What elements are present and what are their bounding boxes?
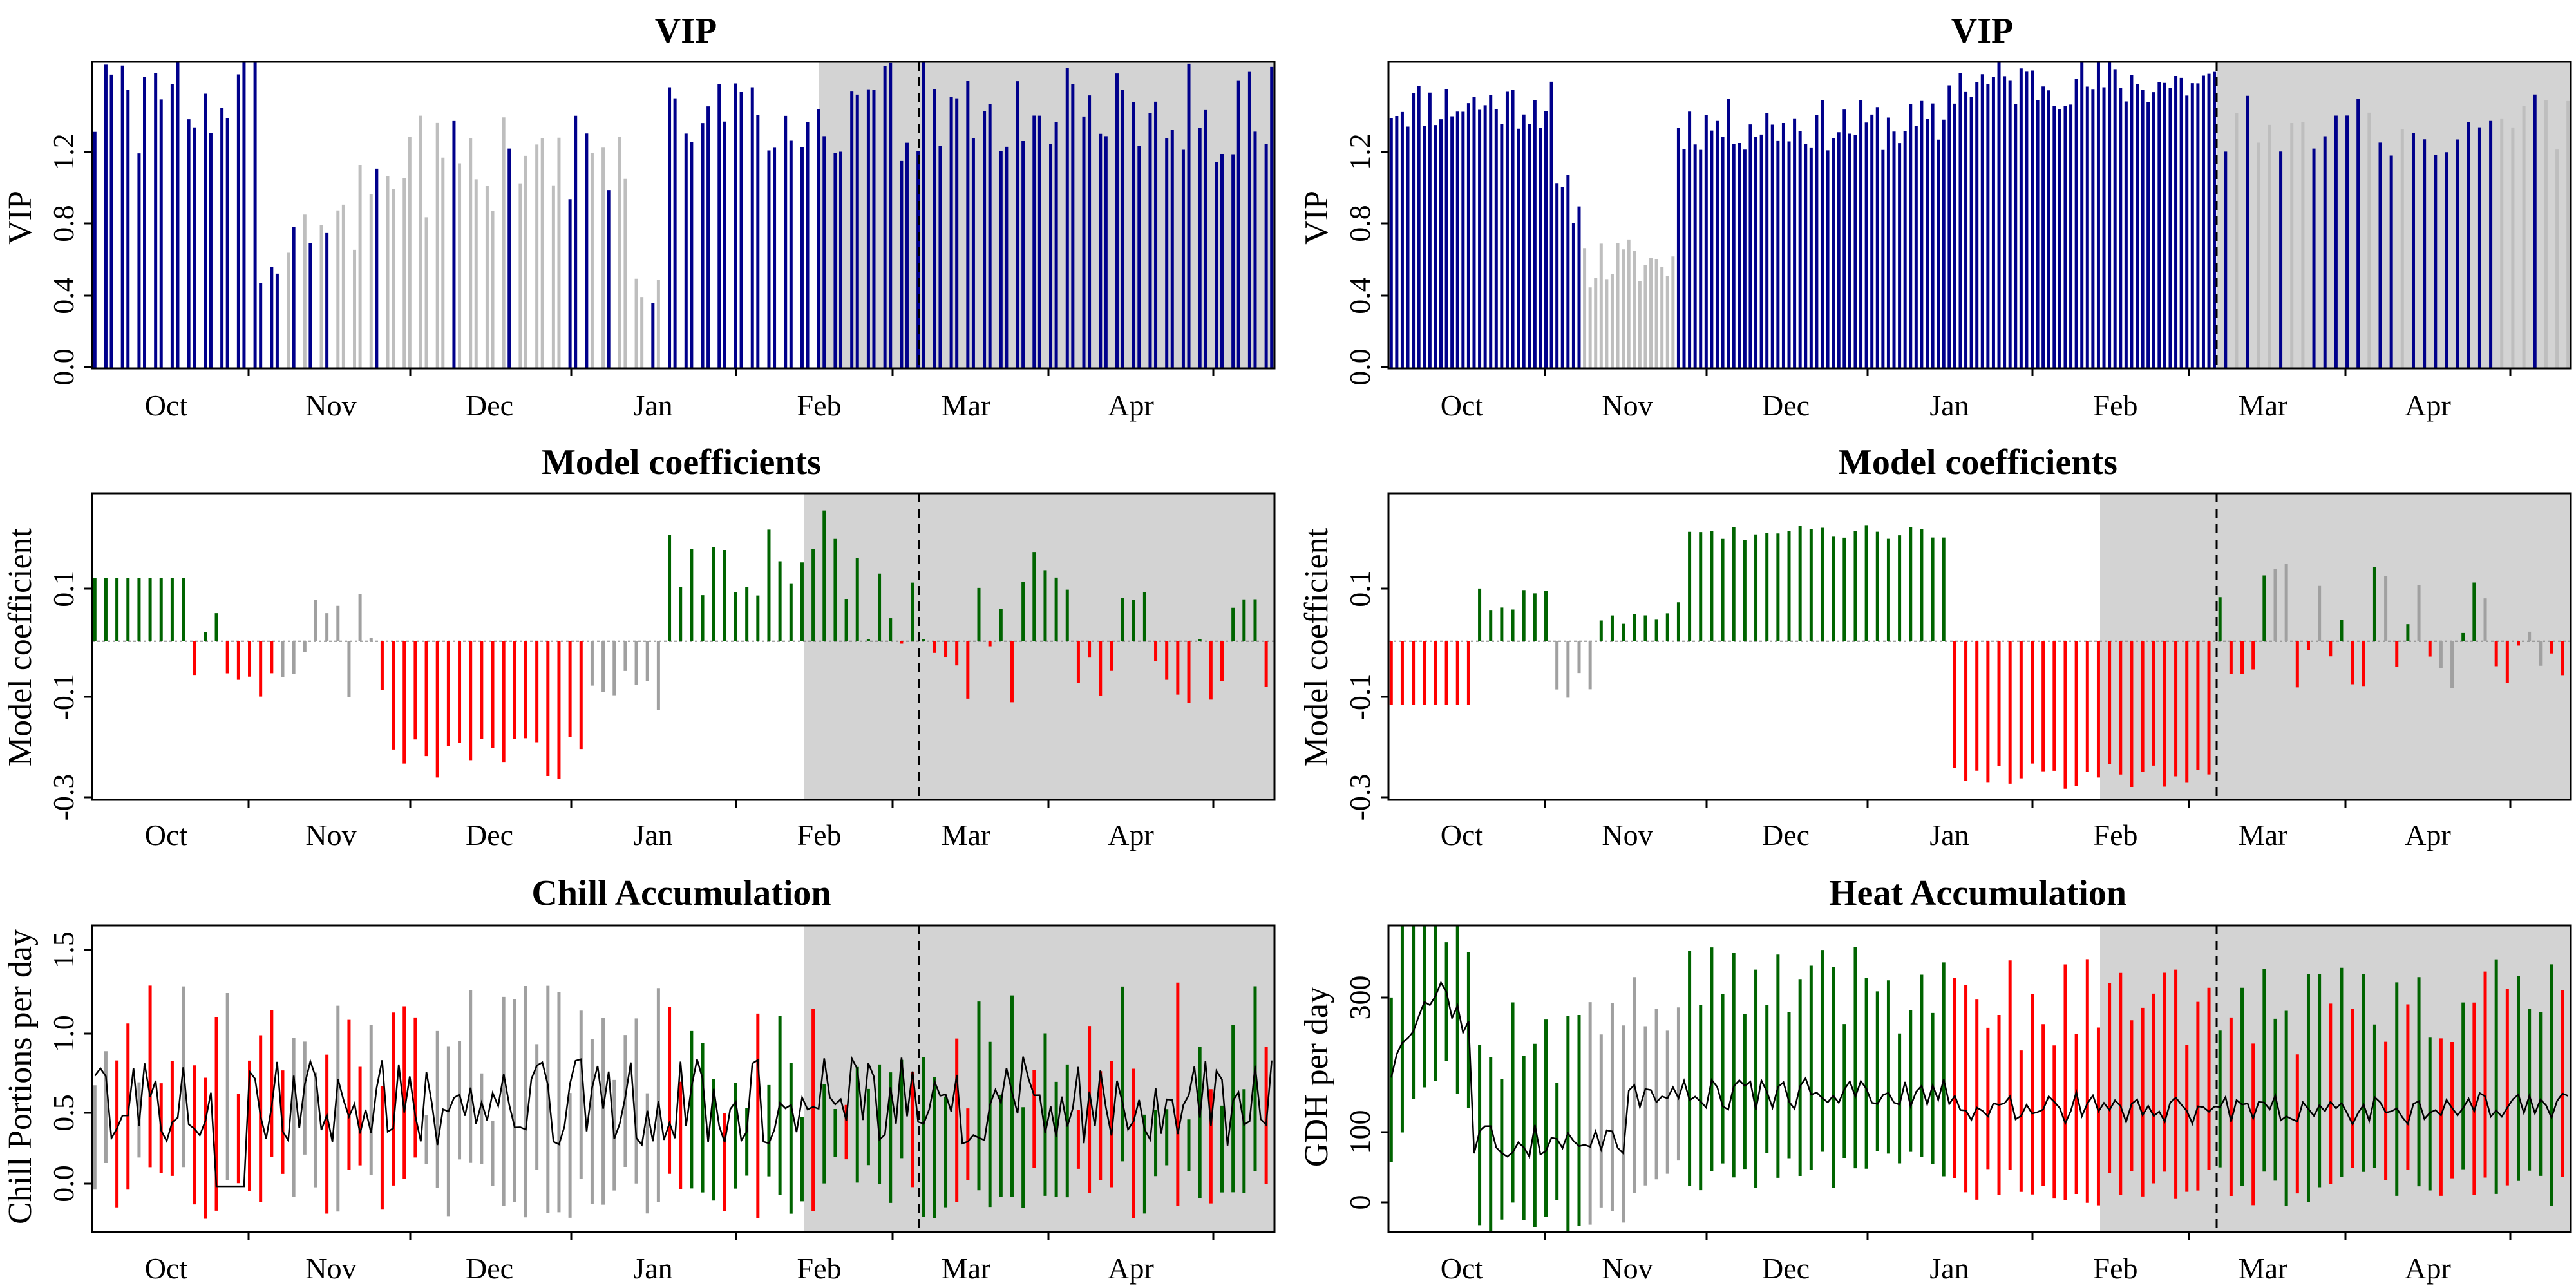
month-label: Apr <box>2405 819 2451 851</box>
y-tick-label: 0.8 <box>1343 205 1376 242</box>
y-axis-label: Model coefficient <box>2 527 39 766</box>
month-label: Apr <box>1108 389 1154 422</box>
panel-title: Chill Accumulation <box>531 873 831 913</box>
mean-line <box>1390 980 2569 1159</box>
month-label: Nov <box>1602 389 1653 422</box>
month-label: Mar <box>2239 819 2288 851</box>
y-axis-label: VIP <box>2 191 39 245</box>
month-label: Dec <box>466 389 513 422</box>
month-label: Jan <box>1929 389 1969 422</box>
month-label: Feb <box>2094 819 2138 851</box>
panel-left-coefficients: Model coefficients Model coefficient Oct… <box>2 442 1276 851</box>
y-tick-label: 1.0 <box>47 1015 80 1052</box>
y-tick-label: 0.5 <box>47 1094 80 1132</box>
y-tick-label: 0 <box>1343 1195 1376 1210</box>
panel-chill-accumulation: Chill Accumulation Chill Portions per da… <box>2 873 1276 1285</box>
plot-frame <box>1387 61 2572 370</box>
plot-frame <box>91 924 1276 1233</box>
month-label: Mar <box>942 389 991 422</box>
y-tick-label: 0.1 <box>47 570 80 607</box>
month-label: Apr <box>2405 389 2451 422</box>
month-label: Feb <box>797 389 842 422</box>
month-label: Dec <box>1762 1252 1810 1285</box>
y-axis-label: Chill Portions per day <box>2 929 39 1224</box>
shaded-period <box>2100 493 2571 800</box>
month-label: Mar <box>942 1252 991 1285</box>
y-tick-label: 0.8 <box>47 205 80 242</box>
y-axis-label: VIP <box>1298 191 1335 245</box>
panel-title: VIP <box>655 11 717 51</box>
month-label: Mar <box>942 819 991 851</box>
month-label: Nov <box>305 819 356 851</box>
y-tick-label: -0.3 <box>1343 774 1376 821</box>
month-label: Mar <box>2239 389 2288 422</box>
month-label: Jan <box>633 389 672 422</box>
plot-frame <box>91 492 1276 801</box>
y-tick-label: 1.2 <box>47 133 80 171</box>
panel-right-vip: VIP VIP Oct Nov Dec Jan Feb Mar Apr 0.0 … <box>1298 11 2572 422</box>
month-label: Feb <box>797 1252 842 1285</box>
y-tick-label: 0.0 <box>47 348 80 386</box>
month-label: Dec <box>466 1252 513 1285</box>
panel-title: VIP <box>1951 11 2013 51</box>
month-label: Apr <box>1108 819 1154 851</box>
month-label: Nov <box>1602 819 1653 851</box>
panel-title: Model coefficients <box>1838 442 2117 482</box>
month-label: Feb <box>797 819 842 851</box>
y-tick-label: 300 <box>1343 976 1376 1020</box>
month-label: Jan <box>633 819 672 851</box>
month-label: Apr <box>1108 1252 1154 1285</box>
panel-left-vip: VIP VIP Oct Nov Dec Jan Feb Mar Apr 0.0 … <box>2 11 1276 422</box>
y-tick-label: 1.2 <box>1343 133 1376 171</box>
month-label: Jan <box>1929 819 1969 851</box>
y-axis-label: GDH per day <box>1298 987 1335 1167</box>
y-tick-label: -0.3 <box>47 774 80 821</box>
panel-right-coefficients: Model coefficients Model coefficient Oct… <box>1298 442 2572 851</box>
month-label: Mar <box>2239 1252 2288 1285</box>
y-tick-label: 0.1 <box>1343 570 1376 607</box>
y-tick-label: 0.4 <box>47 277 80 314</box>
y-tick-label: -0.1 <box>1343 674 1376 721</box>
month-label: Feb <box>2094 1252 2138 1285</box>
month-label: Oct <box>1441 389 1484 422</box>
month-label: Oct <box>1441 819 1484 851</box>
y-tick-label: 100 <box>1343 1110 1376 1155</box>
month-label: Oct <box>1441 1252 1484 1285</box>
plot-frame <box>91 61 1276 370</box>
month-label: Oct <box>145 1252 188 1285</box>
y-tick-label: 0.0 <box>1343 348 1376 386</box>
month-label: Dec <box>466 819 513 851</box>
panel-title: Model coefficients <box>542 442 821 482</box>
shaded-period <box>2100 925 2571 1232</box>
month-label: Jan <box>633 1252 672 1285</box>
month-label: Apr <box>2405 1252 2451 1285</box>
mean-line <box>94 1056 1273 1188</box>
month-label: Nov <box>1602 1252 1653 1285</box>
month-label: Oct <box>145 819 188 851</box>
panel-heat-accumulation: Heat Accumulation GDH per day Oct Nov De… <box>1298 873 2572 1285</box>
plot-frame <box>1387 492 2572 801</box>
month-label: Oct <box>145 389 188 422</box>
month-label: Dec <box>1762 819 1810 851</box>
month-label: Feb <box>2094 389 2138 422</box>
y-tick-label: 1.5 <box>47 931 80 969</box>
y-tick-label: -0.1 <box>47 674 80 721</box>
month-label: Nov <box>305 389 356 422</box>
y-tick-label: 0.0 <box>47 1165 80 1202</box>
shaded-period <box>804 493 1274 800</box>
month-label: Dec <box>1762 389 1810 422</box>
y-tick-label: 0.4 <box>1343 277 1376 314</box>
month-label: Nov <box>305 1252 356 1285</box>
y-axis-label: Model coefficient <box>1298 527 1335 766</box>
panel-title: Heat Accumulation <box>1829 873 2126 913</box>
month-label: Jan <box>1929 1252 1969 1285</box>
plot-frame <box>1387 924 2572 1233</box>
